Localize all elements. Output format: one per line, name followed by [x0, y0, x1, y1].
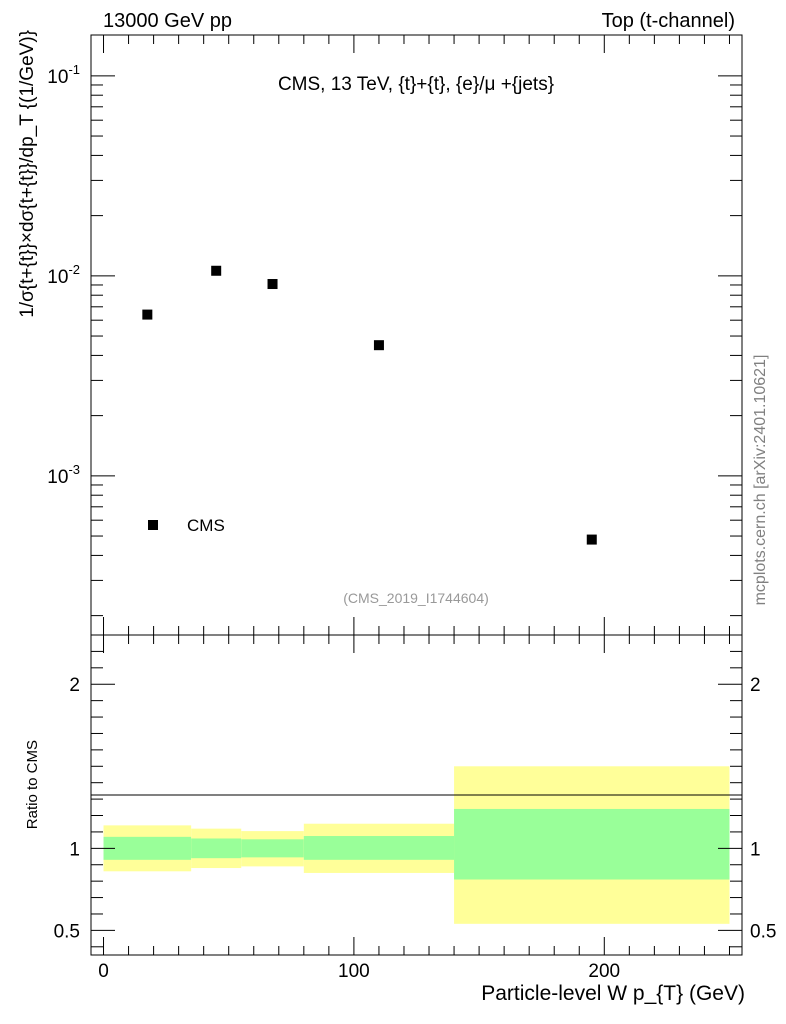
x-tick-label: 100: [338, 961, 370, 982]
data-point-cms: [211, 265, 222, 276]
ratio-y-tick-label-right: 2: [750, 675, 761, 696]
data-point-cms: [373, 340, 384, 351]
analysis-id: (CMS_2019_I1744604): [343, 590, 489, 606]
ratio-frame: [90, 634, 743, 956]
main-y-label: 1/σ{t+{t}}×dσ{t+{t}}/dp_T {(1/GeV)}: [17, 30, 38, 318]
ratio-panel: 0.5 0.5 1 1 2 2 0 100 200 Ratio to CMS Particle…: [24, 634, 777, 1005]
ratio-y-tick-label-left: 2: [69, 675, 80, 696]
tick-label-exponent: -1: [68, 62, 80, 77]
stat-uncertainty-band: [241, 839, 304, 858]
x-tick-labels: 0 100 200: [98, 961, 620, 982]
tick-label-base: 10: [47, 467, 68, 488]
tick-label-exponent: -3: [68, 462, 80, 477]
stat-uncertainty-band: [454, 808, 730, 880]
legend-label: CMS: [187, 516, 225, 535]
main-y-tick-labels: 10-310-210-1: [47, 62, 80, 488]
stat-uncertainty-band: [103, 836, 192, 860]
main-y-tick-label: 10-1: [47, 62, 80, 88]
main-title: CMS, 13 TeV, {t}+{t}, {e}/μ +{jets}: [278, 74, 554, 95]
tick-label-base: 10: [47, 267, 68, 288]
data-point-cms: [586, 534, 597, 545]
stat-uncertainty-band: [303, 836, 455, 860]
main-panel: 10-310-210-1 CMS, 13 TeV, {t}+{t}, {e}/μ…: [17, 30, 743, 636]
ratio-y-tick-label-left: 0.5: [54, 921, 80, 942]
main-frame: [90, 34, 743, 636]
title-text: CMS, 13 TeV, {t}+{t}, {e}/μ +{jets}: [278, 74, 554, 95]
x-tick-label: 200: [588, 961, 620, 982]
ratio-y-tick-labels: 0.5 0.5 1 1 2 2: [54, 675, 777, 942]
tick-label-base: 10: [47, 67, 68, 88]
x-tick-label: 0: [98, 961, 109, 982]
watermark: mcplots.cern.ch [arXiv:2401.10621]: [752, 355, 769, 606]
main-y-tick-label: 10-3: [47, 462, 80, 488]
legend: CMS: [148, 516, 225, 535]
ratio-y-tick-label-right: 1: [750, 839, 761, 860]
tick-label-exponent: -2: [68, 262, 80, 277]
ratio-axis-ticks: [91, 635, 742, 955]
main-y-tick-label: 10-2: [47, 262, 80, 288]
data-point-cms: [142, 309, 153, 320]
x-axis-label: Particle-level W p_{T} (GeV): [481, 982, 745, 1005]
data-point-cms: [267, 279, 278, 290]
ratio-y-label: Ratio to CMS: [24, 740, 41, 829]
header-left: 13000 GeV pp: [103, 10, 232, 32]
main-axis-ticks: [91, 35, 742, 635]
ratio-y-tick-label-left: 1: [69, 839, 80, 860]
ratio-bands: [103, 766, 730, 924]
ratio-y-tick-label-right: 0.5: [750, 921, 776, 942]
stat-uncertainty-band: [191, 838, 242, 859]
legend-marker: [148, 520, 158, 530]
header-right: Top (t-channel): [602, 10, 735, 32]
data-points: [142, 265, 597, 545]
